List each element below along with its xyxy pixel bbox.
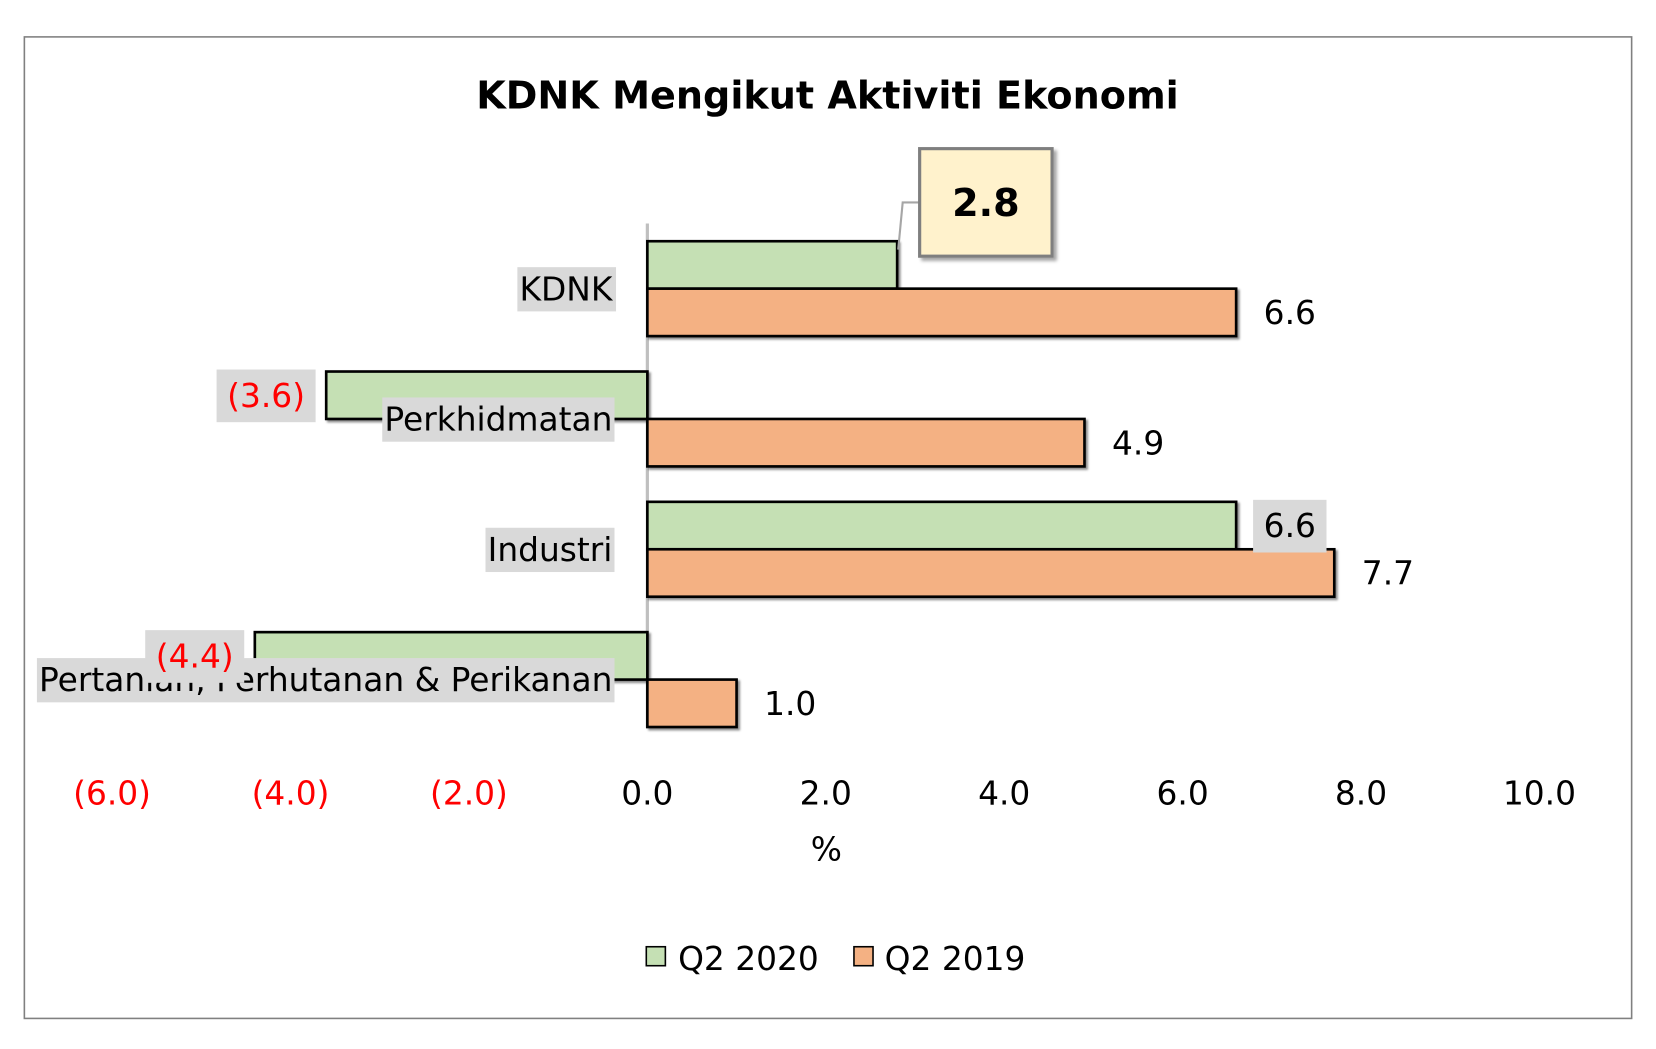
x-axis-tick-labels: (6.0) (4.0) (2.0) 0.0 2.0 4.0 6.0 8.0 10.0 xyxy=(73,774,1576,812)
x-tick-label-5: 4.0 xyxy=(978,774,1030,812)
data-label-background xyxy=(216,369,316,423)
data-label-q2-2019-pertanian-perhutanan-perikanan: 1.0 xyxy=(764,685,816,723)
x-tick-label-3: 0.0 xyxy=(621,774,673,812)
data-label-q2-2020-perkhidmatan: (3.6) xyxy=(227,377,305,415)
category-label-background xyxy=(485,527,615,573)
x-tick-label-6: 6.0 xyxy=(1157,774,1209,812)
x-tick-label-1: (4.0) xyxy=(252,774,330,812)
data-label-q2-2019-kdnk: 6.6 xyxy=(1264,294,1316,332)
x-tick-label-7: 8.0 xyxy=(1335,774,1387,812)
data-label-q2-2020-kdnk: 2.8 xyxy=(952,181,1020,225)
bar-q2-2019-kdnk xyxy=(646,287,1238,338)
bar-q2-2019-perkhidmatan xyxy=(646,417,1086,468)
category-label-background xyxy=(382,397,615,442)
bar-q2-2019-industri xyxy=(646,547,1336,599)
bar-q2-2019-pertanian-perhutanan-perikanan xyxy=(646,678,738,729)
legend-swatch-q2-2020 xyxy=(645,945,667,967)
callout-leader-line xyxy=(897,201,920,250)
category-label-kdnk: KDNK xyxy=(519,270,613,308)
legend-swatch-q2-2019 xyxy=(853,945,874,967)
bar-q2-2020-industri xyxy=(646,500,1238,551)
bar-q2-2020-kdnk xyxy=(646,239,899,290)
data-label-background xyxy=(1253,499,1327,553)
callout-box xyxy=(918,147,1054,258)
category-label-background xyxy=(517,267,617,312)
data-label-q2-2019-perkhidmatan: 4.9 xyxy=(1112,424,1164,462)
category-labels: KDNK Perkhidmatan Industri Pertanian, Perhu… xyxy=(36,267,617,703)
category-label-pertanian-perhutanan-perikanan: Pertanian, Perhutanan & Perikanan xyxy=(39,661,612,699)
data-label-q2-2020-pertanian-perhutanan-perikanan: (4.4) xyxy=(156,638,234,676)
category-label-background xyxy=(36,658,615,703)
x-axis-title: % xyxy=(811,830,842,868)
x-tick-label-8: 10.0 xyxy=(1503,774,1576,812)
data-labels: 2.8 (3.6) 6.6 (4.4) 6.6 4.9 7.7 1.0 xyxy=(145,147,1414,723)
chart-title: KDNK Mengikut Aktiviti Ekonomi xyxy=(476,74,1179,118)
x-tick-label-0: (6.0) xyxy=(73,774,151,812)
legend-label-q2-2020: Q2 2020 xyxy=(678,940,819,978)
legend-label-q2-2019: Q2 2019 xyxy=(885,940,1026,978)
data-label-q2-2020-industri: 6.6 xyxy=(1264,507,1316,545)
legend: Q2 2020 Q2 2019 xyxy=(645,940,1026,978)
chart-frame xyxy=(23,36,1633,1020)
data-label-q2-2019-industri: 7.7 xyxy=(1362,555,1414,593)
data-label-background xyxy=(145,630,245,683)
x-tick-label-2: (2.0) xyxy=(430,774,508,812)
category-label-perkhidmatan: Perkhidmatan xyxy=(384,401,612,439)
x-tick-label-4: 2.0 xyxy=(800,774,852,812)
category-label-industri: Industri xyxy=(488,531,613,569)
